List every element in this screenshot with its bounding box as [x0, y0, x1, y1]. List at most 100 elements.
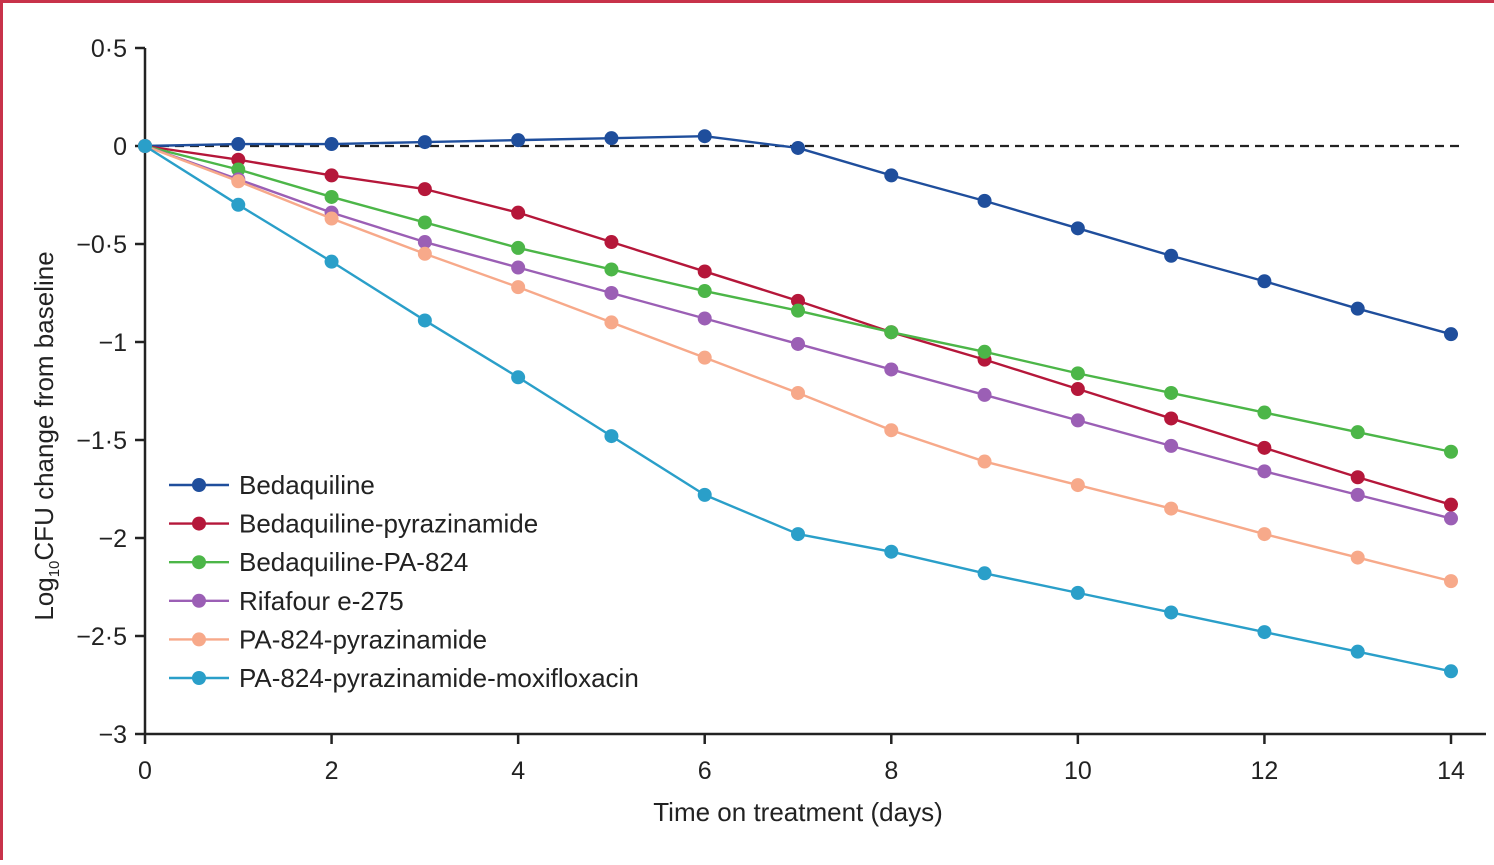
data-point — [324, 168, 339, 183]
tick-labels: 0·5 0 −0·5 −1 −1·5 −2 −2·5 −3 0 2 4 6 8 10 12 14 — [76, 35, 1465, 785]
legend-swatch-marker — [192, 555, 206, 570]
x-tick-label: 2 — [325, 757, 339, 785]
y-tick-label: −3 — [98, 721, 127, 749]
y-tick-label: −0·5 — [76, 231, 127, 259]
data-point — [604, 131, 619, 146]
data-point — [1444, 327, 1458, 342]
data-point — [791, 385, 805, 400]
x-tick-label: 10 — [1064, 757, 1092, 785]
legend-label: Bedaquiline-PA-824 — [239, 547, 468, 577]
data-point — [511, 260, 526, 275]
data-point — [1164, 411, 1179, 426]
data-point — [511, 370, 526, 385]
data-point — [324, 137, 339, 152]
legend-item: Bedaquiline-pyrazinamide — [169, 509, 538, 539]
data-point — [231, 162, 246, 177]
data-point — [511, 133, 526, 148]
legend-swatch-marker — [192, 478, 206, 492]
x-tick-label: 0 — [138, 757, 152, 785]
legend-label: Bedaquiline-pyrazinamide — [239, 509, 538, 539]
data-point — [884, 544, 899, 559]
data-point — [324, 189, 339, 204]
data-point — [1070, 585, 1085, 600]
y-tick-label: −1·5 — [76, 427, 127, 455]
data-point — [1257, 625, 1272, 640]
data-point — [791, 527, 805, 542]
legend-label: Bedaquiline — [239, 470, 375, 500]
data-point — [1350, 550, 1365, 565]
data-point — [884, 168, 899, 183]
data-point — [1164, 385, 1179, 400]
data-point — [417, 215, 432, 230]
data-point — [1164, 248, 1179, 263]
legend-item: Rifafour e-275 — [169, 586, 404, 616]
data-point — [697, 129, 712, 144]
x-tick-label: 4 — [511, 757, 525, 785]
data-point — [1444, 497, 1458, 512]
data-point — [604, 262, 619, 277]
data-point — [1350, 487, 1365, 502]
legend-label: PA-824-pyrazinamide — [239, 624, 487, 654]
axes — [135, 46, 1486, 744]
data-point — [977, 344, 992, 359]
y-axis-title: Log10CFU change from baseline — [29, 251, 63, 620]
data-point — [884, 362, 899, 377]
data-point — [697, 311, 712, 326]
legend: Bedaquiline Bedaquiline-pyrazinamide Bedaq… — [169, 470, 639, 693]
data-point — [417, 313, 432, 328]
y-tick-label: −2 — [98, 525, 127, 553]
data-point — [417, 182, 432, 197]
data-point — [604, 315, 619, 330]
data-point — [884, 325, 899, 340]
data-point — [697, 350, 712, 365]
data-point — [977, 193, 992, 208]
data-point — [1257, 274, 1272, 289]
data-point — [697, 284, 712, 299]
data-point — [977, 454, 992, 469]
data-point — [884, 423, 899, 438]
data-point — [791, 293, 805, 308]
series-6 — [138, 139, 1458, 679]
data-point — [604, 286, 619, 300]
legend-swatch-marker — [192, 671, 206, 685]
data-point — [417, 246, 432, 261]
data-point — [231, 197, 246, 212]
data-point — [791, 140, 805, 155]
data-point — [697, 264, 712, 279]
data-point — [231, 152, 246, 167]
legend-swatch-marker — [192, 516, 206, 531]
data-point — [1350, 301, 1365, 316]
line-chart: 0·5 0 −0·5 −1 −1·5 −2 −2·5 −3 0 2 4 6 8 10 12 14 Time o… — [29, 35, 1486, 827]
legend-label: Rifafour e-275 — [239, 586, 404, 616]
data-point — [1164, 605, 1179, 620]
data-point — [1257, 464, 1272, 479]
x-tick-label: 6 — [698, 757, 712, 785]
legend-swatch-marker — [192, 632, 206, 647]
data-point — [511, 280, 526, 295]
data-point — [977, 387, 992, 402]
legend-item: Bedaquiline — [169, 470, 375, 500]
data-point — [1070, 478, 1085, 493]
data-point — [1257, 440, 1272, 455]
data-point — [1164, 501, 1179, 516]
data-point — [231, 174, 246, 189]
data-point — [511, 205, 526, 220]
y-tick-label: −1 — [98, 329, 127, 357]
legend-swatch-marker — [192, 593, 206, 608]
data-point — [1164, 438, 1179, 453]
data-point — [324, 211, 339, 226]
series-5 — [138, 139, 1458, 589]
legend-label: PA-824-pyrazinamide-moxifloxacin — [239, 663, 639, 693]
legend-item: PA-824-pyrazinamide — [169, 624, 487, 654]
data-point — [324, 254, 339, 269]
data-point — [791, 303, 805, 318]
data-point — [604, 429, 619, 444]
data-point — [417, 135, 432, 150]
data-point — [1350, 470, 1365, 485]
x-tick-label: 14 — [1437, 757, 1465, 785]
legend-item: Bedaquiline-PA-824 — [169, 547, 468, 577]
x-axis-title: Time on treatment (days) — [653, 797, 942, 827]
series-line — [144, 144, 1452, 520]
data-point — [791, 336, 805, 351]
